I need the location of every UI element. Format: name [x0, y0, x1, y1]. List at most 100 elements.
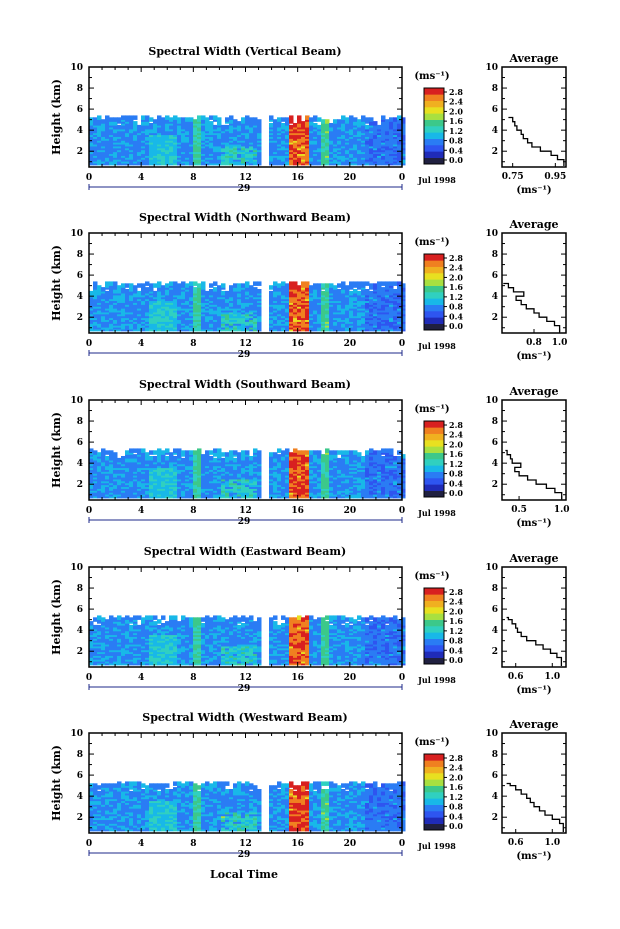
colorbar-tick-label: 2.4: [449, 97, 463, 107]
heatmap-cell: [377, 124, 382, 130]
heatmap-cell: [381, 115, 386, 120]
heatmap-cell: [305, 287, 310, 292]
heatmap-cell: [141, 283, 146, 288]
heatmap-cell: [373, 121, 378, 126]
heatmap-cell: [93, 450, 98, 455]
heatmap-cell: [169, 281, 174, 286]
heatmap-cell: [393, 281, 398, 286]
colorbar-segment: [424, 100, 444, 108]
heatmap-cell: [181, 281, 186, 286]
month-label: Jul 1998: [417, 341, 456, 351]
heatmap-cell: [349, 290, 354, 296]
colorbar-segment: [424, 298, 444, 305]
heatmap-cell: [201, 115, 206, 120]
average-title: Average: [508, 218, 558, 231]
colorbar-tick-label: 0.8: [449, 136, 463, 146]
heatmap-cell: [129, 283, 134, 288]
heatmap-cell: [209, 121, 214, 126]
heatmap-cell: [273, 285, 278, 290]
heatmap-cell: [249, 289, 254, 294]
heatmap-cell: [113, 117, 118, 122]
heatmap-cell: [105, 124, 110, 130]
heatmap-cell: [293, 281, 298, 286]
heatmap-cell: [393, 117, 398, 122]
heatmap-cell: [269, 285, 274, 290]
heatmap-cell: [369, 290, 374, 296]
heatmap-cell: [385, 290, 390, 296]
colorbar-unit: (ms⁻¹): [414, 71, 449, 82]
heatmap-cell: [325, 119, 330, 124]
heatmap-cell: [113, 285, 118, 290]
heatmap-cell: [193, 287, 198, 292]
heatmap-cell: [285, 124, 290, 130]
heatmap-cell: [277, 290, 282, 296]
heatmap-cell: [169, 452, 174, 457]
heatmap-cell: [349, 124, 354, 130]
heatmap-cell: [321, 290, 326, 296]
heatmap-cell: [205, 450, 210, 455]
heatmap-cell: [157, 448, 162, 453]
heatmap-cell: [365, 117, 370, 122]
heatmap-cell: [285, 448, 290, 453]
heatmap-cell: [161, 124, 166, 130]
colorbar-segment: [424, 126, 444, 133]
heatmap-cell: [277, 117, 282, 122]
heatmap-cell: [241, 454, 246, 459]
heatmap-cell: [305, 281, 310, 286]
heatmap-cell: [201, 454, 206, 459]
heatmap-cell: [297, 290, 302, 296]
heatmap-cell: [149, 450, 154, 455]
heatmap-cell: [129, 454, 134, 459]
day-label: 29: [238, 350, 251, 360]
colorbar-tick-label: 0.8: [449, 302, 463, 312]
average-y-tick-label: 10: [485, 63, 498, 73]
heatmap-cell: [89, 121, 94, 126]
average-y-tick-label: 6: [492, 105, 498, 115]
heatmap-cell: [309, 117, 314, 122]
heatmap-cell: [137, 283, 142, 288]
heatmap-cell: [353, 117, 358, 122]
heatmap-cell: [273, 119, 278, 124]
x-tick-label: 12: [239, 339, 252, 349]
average-frame: [501, 66, 567, 168]
heatmap-cell: [289, 115, 294, 120]
heatmap-cell: [281, 285, 286, 290]
heatmap-cell: [233, 457, 238, 463]
heatmap-cell: [153, 124, 158, 130]
heatmap-cell: [189, 281, 194, 286]
heatmap-cell: [101, 123, 106, 128]
y-tick-label: 10: [70, 229, 83, 239]
heatmap-cell: [289, 285, 294, 290]
heatmap-cell: [317, 283, 322, 288]
colorbar-tick-label: 1.2: [449, 292, 463, 302]
heatmap-cell: [233, 450, 238, 455]
heatmap-cell: [381, 290, 386, 296]
heatmap-cell: [297, 119, 302, 124]
average-y-tick-label: 6: [492, 271, 498, 281]
heatmap-cell: [97, 121, 102, 126]
heatmap-cell: [341, 115, 346, 120]
heatmap-cell: [217, 285, 222, 290]
heatmap-cell: [177, 448, 182, 453]
colorbar-tick-label: 1.6: [449, 116, 463, 126]
heatmap-cell: [269, 290, 274, 296]
heatmap-cell: [285, 117, 290, 122]
heatmap-cell: [257, 450, 262, 455]
colorbar-tick-label: 2.0: [449, 272, 463, 282]
heatmap-cell: [153, 119, 158, 124]
heatmap-cell: [137, 124, 142, 130]
heatmap-cell: [145, 124, 150, 130]
x-tick-label: 16: [291, 173, 304, 183]
heatmap-cell: [373, 283, 378, 288]
heatmap-cell: [301, 281, 306, 286]
colorbar-tick-label: 0.0: [449, 155, 463, 165]
heatmap-cell: [349, 281, 354, 286]
x-tick-label: 0: [399, 339, 405, 349]
heatmap-cell: [121, 124, 126, 130]
y-tick-label: 4: [77, 292, 83, 302]
heatmap-cell: [181, 457, 186, 463]
heatmap-cell: [117, 285, 122, 290]
heatmap-cell: [389, 117, 394, 122]
colorbar-tick-label: 0.4: [449, 145, 463, 155]
